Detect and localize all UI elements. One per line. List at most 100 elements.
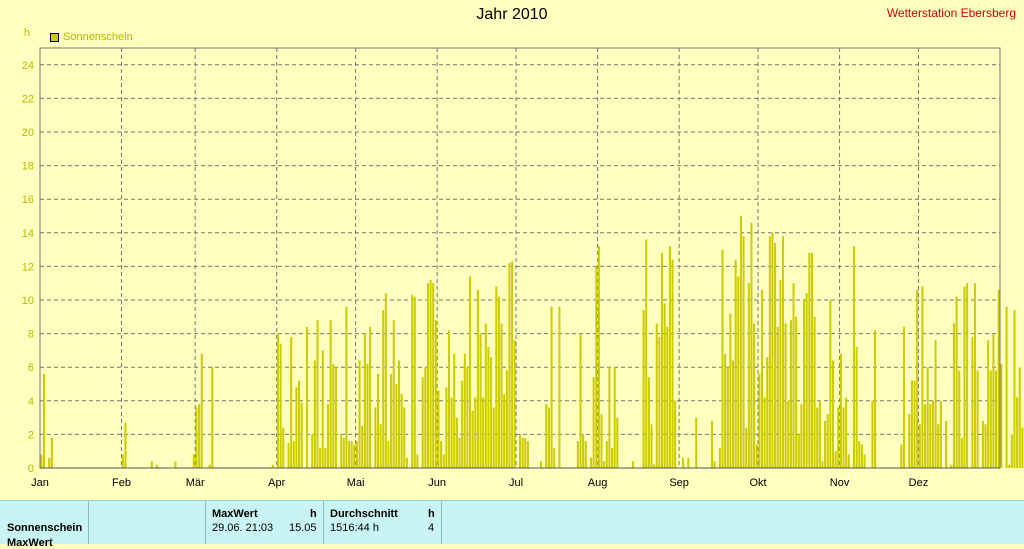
- sunshine-bar: [174, 461, 176, 468]
- sunshine-bar: [366, 364, 368, 468]
- sunshine-bar: [480, 334, 482, 468]
- sunshine-bar: [124, 423, 126, 468]
- sunshine-bar: [540, 461, 542, 468]
- sunshine-bar: [916, 290, 918, 468]
- sunshine-bar: [724, 354, 726, 468]
- sunshine-bar: [977, 371, 979, 468]
- sunshine-bar: [209, 465, 211, 468]
- y-tick-label: 8: [28, 329, 34, 341]
- sunshine-bar: [711, 421, 713, 468]
- avg-value: 4: [428, 522, 434, 534]
- sunshine-bar: [443, 455, 445, 468]
- sunshine-bar: [524, 438, 526, 468]
- sunshine-bar: [330, 320, 332, 468]
- sunshine-bar: [835, 451, 837, 468]
- sunshine-bar: [424, 367, 426, 468]
- sunshine-bar: [658, 337, 660, 468]
- sunshine-bar: [356, 441, 358, 468]
- sunshine-bar: [1021, 428, 1023, 468]
- sunshine-bar: [430, 280, 432, 468]
- y-tick-label: 22: [22, 93, 34, 105]
- sunshine-bar: [853, 246, 855, 468]
- sunshine-bar: [750, 223, 752, 468]
- sunshine-bar: [900, 444, 902, 468]
- sunshine-bar: [761, 290, 763, 468]
- y-tick-label: 20: [22, 127, 34, 139]
- sunshine-bar: [453, 354, 455, 468]
- sunshine-bar: [958, 371, 960, 468]
- sunshine-bar: [464, 354, 466, 468]
- sunshine-bar: [790, 320, 792, 468]
- x-tick-label: Okt: [749, 477, 766, 489]
- sunshine-bar: [648, 377, 650, 468]
- sunshine-bar: [151, 461, 153, 468]
- sunshine-bar: [982, 421, 984, 468]
- sunshine-bar: [963, 287, 965, 468]
- sunshine-bar: [787, 401, 789, 468]
- sunshine-bar: [361, 426, 363, 468]
- sunshine-bar: [953, 324, 955, 468]
- avg-cell: Durchschnitt h 1516:44 h 4: [324, 501, 442, 544]
- avg-unit: h: [428, 508, 435, 520]
- sunshine-bar: [495, 287, 497, 468]
- sunshine-bar: [653, 465, 655, 468]
- sunshine-bar: [777, 327, 779, 468]
- sunshine-bar: [416, 455, 418, 468]
- sunshine-bar: [769, 236, 771, 468]
- summary-table: Sonnenschein MaxWert MaxWert h 29.06. 21…: [0, 500, 1024, 544]
- y-tick-label: 2: [28, 429, 34, 441]
- sunshine-bar: [740, 216, 742, 468]
- sunshine-bar: [451, 397, 453, 468]
- sunshine-bar: [448, 330, 450, 468]
- sunshine-bar: [511, 261, 513, 468]
- sunshine-bar: [608, 367, 610, 468]
- sunshine-bar: [606, 441, 608, 468]
- sunshine-bar: [756, 444, 758, 468]
- sunshine-bar: [732, 360, 734, 468]
- sunshine-bar: [614, 367, 616, 468]
- sunshine-bar: [766, 357, 768, 468]
- sunshine-bar: [324, 448, 326, 468]
- sunshine-bar: [551, 307, 553, 468]
- y-axis-unit: h: [24, 27, 30, 39]
- max-unit: h: [310, 508, 317, 520]
- sunshine-bar: [1016, 397, 1018, 468]
- max-value: 15.05: [289, 522, 317, 534]
- sunshine-bar: [795, 317, 797, 468]
- sunshine-bar: [501, 324, 503, 468]
- sunshine-bar: [272, 465, 274, 468]
- sunshine-bar: [745, 428, 747, 468]
- y-tick-label: 0: [28, 463, 34, 475]
- sunshine-bar: [385, 293, 387, 468]
- sunshine-bar: [290, 337, 292, 468]
- sunshine-bar: [490, 357, 492, 468]
- sunshine-bar: [493, 408, 495, 468]
- sunshine-bar: [374, 408, 376, 468]
- x-tick-label: Dez: [909, 477, 929, 489]
- sunshine-bar: [514, 340, 516, 468]
- sunshine-bar: [682, 458, 684, 468]
- sunshine-bar: [814, 317, 816, 468]
- sunshine-bar: [940, 401, 942, 468]
- sunshine-bar: [719, 448, 721, 468]
- sunshine-bar: [327, 404, 329, 468]
- legend[interactable]: Sonnenschein: [50, 31, 133, 43]
- sunshine-bar: [808, 253, 810, 468]
- sunshine-bar: [353, 444, 355, 468]
- sunshine-bar: [924, 404, 926, 468]
- sunshine-bar: [656, 324, 658, 468]
- x-tick-label: Jan: [31, 477, 49, 489]
- sunshine-bar: [821, 461, 823, 468]
- sunshine-bar: [579, 334, 581, 468]
- max-cell: MaxWert h 29.06. 21:03 15.05: [206, 501, 324, 544]
- sunshine-bar: [311, 434, 313, 468]
- sunshine-bar: [837, 408, 839, 468]
- sunshine-bar: [411, 295, 413, 468]
- sunshine-bar: [393, 320, 395, 468]
- sunshine-bar: [201, 354, 203, 468]
- x-tick-label: Sep: [669, 477, 689, 489]
- y-tick-label: 6: [28, 362, 34, 374]
- sunshine-bar: [482, 397, 484, 468]
